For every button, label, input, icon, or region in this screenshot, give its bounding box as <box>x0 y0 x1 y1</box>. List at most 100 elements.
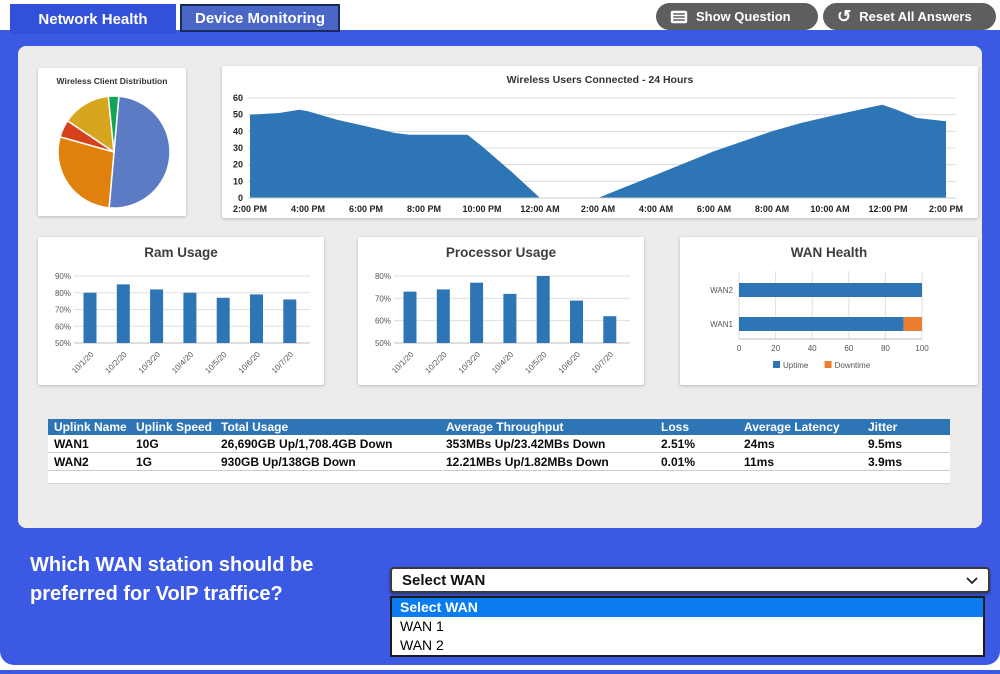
svg-text:10/3/20: 10/3/20 <box>137 350 163 376</box>
svg-text:30: 30 <box>233 143 243 153</box>
svg-text:100: 100 <box>915 344 929 353</box>
wan-select-list: Select WAN WAN 1 WAN 2 <box>390 596 985 657</box>
svg-text:40: 40 <box>808 344 817 353</box>
svg-text:6:00 PM: 6:00 PM <box>349 204 383 214</box>
ram-usage-bar-chart: 50% 60% 70% 80% 90% 10/1/20 10/2/20 10/3/20 10/4… <box>55 272 310 376</box>
processor-usage-bar-chart: 50% 60% 70% 80% 10/1/20 10/2/20 10/3/20 10/4/20… <box>375 272 630 376</box>
svg-text:60%: 60% <box>55 322 71 331</box>
area-chart-title: Wireless Users Connected - 24 Hours <box>506 74 694 86</box>
reset-all-answers-button[interactable]: ↺ Reset All Answers <box>823 3 996 30</box>
svg-text:0: 0 <box>238 193 243 203</box>
wan-health-card: WAN Health 0 20 40 60 80 100 WAN2 WAN1 Uptime Dow… <box>680 237 978 385</box>
table-cell: 353MBs Up/23.42MBs Down <box>440 435 655 453</box>
svg-text:60%: 60% <box>375 317 391 326</box>
wan-health-title: WAN Health <box>790 245 868 260</box>
question-text: Which WAN station should be preferred fo… <box>30 551 313 609</box>
ram-usage-title: Ram Usage <box>144 245 218 260</box>
svg-text:10/6/20: 10/6/20 <box>237 350 263 376</box>
wireless-users-area-chart: 0 10 20 30 40 50 60 2:00 PM 4:00 PM 6:00 PM 8:00 P… <box>233 93 963 214</box>
svg-text:10/7/20: 10/7/20 <box>590 350 616 376</box>
svg-text:10/3/20: 10/3/20 <box>457 350 483 376</box>
svg-text:80%: 80% <box>375 272 391 281</box>
wireless-client-distribution-card: Wireless Client Distribution <box>38 68 186 216</box>
table-cell: 9.5ms <box>862 435 950 453</box>
table-cell: 1G <box>130 452 215 471</box>
svg-text:50: 50 <box>233 110 243 120</box>
table-cell: 12.21MBs Up/1.82MBs Down <box>440 452 655 471</box>
svg-text:Uptime: Uptime <box>783 361 809 370</box>
reset-all-answers-label: Reset All Answers <box>859 9 972 24</box>
tab-device-monitoring[interactable]: Device Monitoring <box>180 4 340 32</box>
show-question-button[interactable]: Show Question <box>656 3 818 30</box>
top-bar: Network Health Device Monitoring Show Qu… <box>0 0 1000 34</box>
svg-text:WAN2: WAN2 <box>710 286 733 295</box>
processor-usage-card: Processor Usage 50% 60% 70% 80% 10/1/20 10/2/… <box>358 237 644 385</box>
svg-text:80: 80 <box>881 344 890 353</box>
table-cell: 11ms <box>738 452 862 471</box>
ram-usage-card: Ram Usage 50% 60% 70% 80% 90% 10/1/20 10/2/20 1… <box>38 237 324 385</box>
svg-text:40: 40 <box>233 126 243 136</box>
svg-text:20: 20 <box>233 160 243 170</box>
svg-text:6:00 AM: 6:00 AM <box>697 204 731 214</box>
svg-text:50%: 50% <box>55 339 71 348</box>
svg-text:10/4/20: 10/4/20 <box>170 350 196 376</box>
svg-text:10/5/20: 10/5/20 <box>523 350 549 376</box>
table-header-cell: Average Throughput <box>440 419 655 435</box>
dropdown-option[interactable]: WAN 2 <box>392 636 983 655</box>
bottom-border <box>0 670 1000 674</box>
svg-text:2:00 AM: 2:00 AM <box>581 204 615 214</box>
tab-network-health[interactable]: Network Health <box>10 4 176 34</box>
uplink-table-header: Uplink Name Uplink Speed Total Usage Averag… <box>48 419 950 435</box>
table-row: WAN2 1G 930GB Up/138GB Down 12.21MBs Up/1.8… <box>48 452 950 471</box>
table-header-cell: Uplink Speed <box>130 419 215 435</box>
svg-text:10/4/20: 10/4/20 <box>490 350 516 376</box>
svg-text:10/6/20: 10/6/20 <box>557 350 583 376</box>
svg-text:4:00 PM: 4:00 PM <box>291 204 325 214</box>
svg-text:0: 0 <box>737 344 742 353</box>
svg-text:8:00 AM: 8:00 AM <box>755 204 789 214</box>
table-cell: 3.9ms <box>862 452 950 471</box>
svg-text:2:00 PM: 2:00 PM <box>929 204 963 214</box>
svg-text:WAN1: WAN1 <box>710 320 733 329</box>
question-line-2: preferred for VoIP traffice? <box>30 583 283 605</box>
processor-usage-title: Processor Usage <box>445 245 557 260</box>
list-icon <box>670 10 688 23</box>
svg-text:12:00 AM: 12:00 AM <box>520 204 559 214</box>
svg-text:10: 10 <box>233 176 243 186</box>
svg-text:10:00 AM: 10:00 AM <box>810 204 849 214</box>
svg-text:10/2/20: 10/2/20 <box>423 350 449 376</box>
table-cell: 10G <box>130 435 215 453</box>
svg-text:Downtime: Downtime <box>835 361 871 370</box>
table-header-cell: Uplink Name <box>48 419 130 435</box>
svg-text:90%: 90% <box>55 272 71 281</box>
svg-text:10/2/20: 10/2/20 <box>103 350 129 376</box>
tab-device-monitoring-label: Device Monitoring <box>194 9 325 27</box>
dropdown-option[interactable]: WAN 1 <box>392 617 983 636</box>
dashboard-panel: Wireless Client Distribution Wireless Us… <box>18 46 982 528</box>
wireless-users-connected-card: Wireless Users Connected - 24 Hours 0 10 2… <box>222 66 978 218</box>
table-header-cell: Total Usage <box>215 419 440 435</box>
uplink-table-body: WAN1 10G 26,690GB Up/1,708.4GB Down 353MBs … <box>48 435 950 484</box>
table-cell: 26,690GB Up/1,708.4GB Down <box>215 435 440 453</box>
table-cell: WAN1 <box>48 435 130 453</box>
table-cell: WAN2 <box>48 452 130 471</box>
svg-text:10/7/20: 10/7/20 <box>270 350 296 376</box>
dropdown-option[interactable]: Select WAN <box>392 598 983 617</box>
svg-text:20: 20 <box>771 344 780 353</box>
wan-select[interactable]: Select WAN <box>390 567 990 593</box>
svg-text:10/5/20: 10/5/20 <box>203 350 229 376</box>
table-cell: 930GB Up/138GB Down <box>215 452 440 471</box>
svg-text:50%: 50% <box>375 339 391 348</box>
svg-text:60: 60 <box>233 93 243 103</box>
table-header-cell: Loss <box>655 419 738 435</box>
svg-text:12:00 PM: 12:00 PM <box>868 204 907 214</box>
wireless-client-distribution-pie-chart <box>57 95 171 209</box>
table-cell: 0.01% <box>655 452 738 471</box>
svg-text:60: 60 <box>844 344 853 353</box>
table-header-cell: Jitter <box>862 419 950 435</box>
table-cell: 2.51% <box>655 435 738 453</box>
pie-chart-title: Wireless Client Distribution <box>56 76 168 86</box>
reset-icon: ↺ <box>837 7 852 26</box>
table-row: WAN1 10G 26,690GB Up/1,708.4GB Down 353MBs … <box>48 435 950 453</box>
svg-text:80%: 80% <box>55 289 71 298</box>
